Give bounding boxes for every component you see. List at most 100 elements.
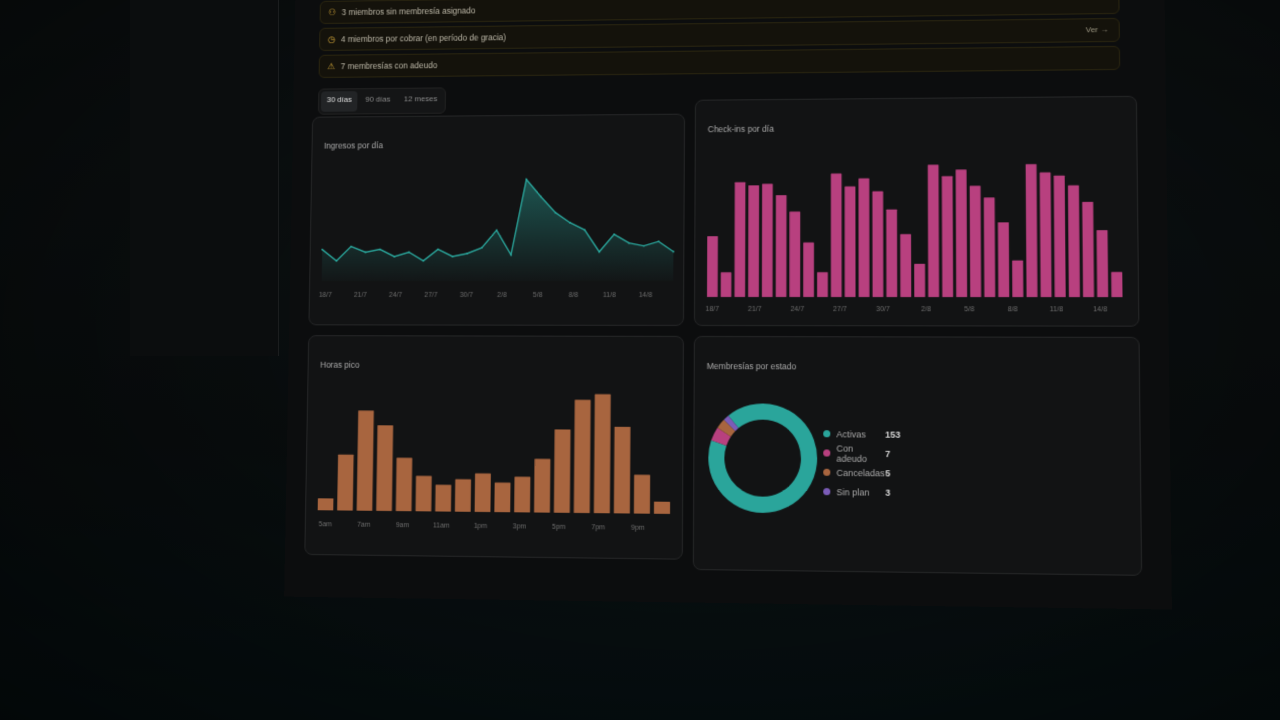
sidebar-panel: [130, 0, 279, 356]
legend-value: 153: [885, 429, 900, 439]
alert-text: 7 membresías con adeudo: [341, 60, 438, 71]
peak-hours-bar: [337, 454, 354, 510]
checkins-bar: [734, 182, 745, 297]
donut-slice: [719, 432, 724, 443]
alert-text: 3 miembros sin membresía asignado: [342, 6, 476, 17]
checkins-bar: [803, 243, 814, 297]
checkins-bar: [956, 169, 968, 297]
tab-30-days[interactable]: 30 días: [321, 91, 358, 112]
users-icon: ⚇: [328, 7, 336, 18]
peak-hours-x-tick: 1pm: [474, 523, 488, 530]
legend-label: Sin plan: [836, 487, 885, 498]
revenue-x-tick: 21/7: [354, 292, 367, 299]
legend-dot: [823, 469, 830, 476]
peak-hours-bar: [494, 482, 510, 512]
revenue-area: [322, 179, 674, 282]
revenue-chart-title: Ingresos por día: [324, 140, 383, 150]
tab-12-months[interactable]: 12 meses: [398, 90, 443, 111]
peak-hours-x-tick: 3pm: [513, 523, 527, 530]
revenue-x-tick: 5/8: [533, 292, 543, 299]
checkins-bar: [900, 234, 911, 297]
legend-dot: [823, 430, 830, 437]
checkins-bar: [707, 236, 718, 297]
alert-debts[interactable]: ⚠ 7 membresías con adeudo: [319, 46, 1121, 78]
checkins-bar: [721, 272, 732, 297]
revenue-point: [598, 251, 600, 253]
peak-hours-x-tick: 5pm: [552, 524, 566, 531]
checkins-x-tick: 14/8: [1093, 306, 1107, 313]
peak-hours-bar: [435, 485, 451, 512]
peak-hours-bar: [554, 429, 571, 512]
checkins-x-tick: 24/7: [790, 306, 804, 313]
alert-text: 4 miembros por cobrar (en período de gra…: [341, 32, 506, 44]
checkins-bar: [970, 186, 981, 297]
checkins-bar: [1068, 185, 1080, 297]
legend-item-no-plan: Sin plan 3: [823, 482, 900, 502]
checkins-x-tick: 8/8: [1008, 306, 1018, 313]
peak-hours-x-tick: 7am: [357, 522, 371, 529]
checkins-x-tick: 11/8: [1050, 306, 1064, 313]
revenue-x-tick: 24/7: [389, 292, 402, 299]
peak-hours-bar: [376, 425, 393, 511]
alert-grace-period[interactable]: ◷ 4 miembros por cobrar (en período de g…: [319, 18, 1120, 51]
checkins-bar: [859, 178, 870, 297]
revenue-point: [628, 242, 630, 244]
legend-dot: [823, 488, 830, 495]
dashboard-screen: ⚇ 3 miembros sin membresía asignado ◷ 4 …: [284, 0, 1172, 610]
checkins-bar: [1097, 230, 1109, 297]
checkins-bar: [748, 185, 759, 297]
revenue-point: [673, 251, 675, 253]
peak-hours-bar: [534, 459, 550, 513]
peak-hours-bar: [634, 475, 650, 514]
legend-label: Con adeudo: [836, 443, 885, 464]
peak-hours-bar: [654, 502, 670, 514]
donut-slice: [730, 422, 734, 426]
checkins-chart-card: Check-ins por día 18/7 21/7 24/7 27/7 30/7 2/…: [694, 96, 1139, 327]
donut-slice: [724, 425, 729, 432]
revenue-x-tick: 27/7: [424, 292, 437, 299]
checkins-x-tick: 18/7: [706, 306, 720, 313]
checkins-bar: [817, 272, 828, 297]
checkins-bar: [762, 184, 773, 297]
clock-icon: ◷: [328, 34, 336, 45]
memberships-chart-card: Membresías por estado Activas 153 Con ad…: [693, 336, 1142, 576]
checkins-bar: [942, 176, 953, 297]
checkins-bar: [1082, 202, 1094, 297]
checkins-bar: [872, 191, 883, 297]
legend-value: 3: [885, 487, 890, 497]
checkins-bar: [914, 264, 925, 297]
checkins-x-tick: 30/7: [876, 306, 890, 313]
peak-hours-bar: [455, 479, 471, 512]
legend-item-active: Activas 153: [823, 424, 900, 444]
tab-90-days[interactable]: 90 días: [359, 91, 396, 112]
peak-hours-chart: 5am 7am 9am 11am 1pm 3pm 5pm 7pm 9pm: [305, 336, 684, 560]
checkins-bar: [1012, 260, 1023, 297]
legend-label: Activas: [836, 429, 885, 439]
checkins-bar: [928, 165, 939, 297]
peak-hours-bar: [514, 477, 530, 513]
revenue-x-tick: 8/8: [569, 292, 579, 299]
checkins-bar: [1054, 176, 1066, 298]
peak-hours-chart-card: Horas pico 5am 7am 9am 11am 1pm 3pm 5pm 7pm 9pm: [304, 335, 684, 560]
peak-hours-x-tick: 5am: [319, 521, 333, 528]
view-link[interactable]: Ver →: [1086, 25, 1109, 34]
revenue-point: [658, 241, 660, 243]
legend-item-debt: Con adeudo 7: [823, 443, 900, 463]
revenue-x-tick: 18/7: [319, 292, 332, 299]
checkins-bar: [1026, 164, 1038, 297]
memberships-chart-title: Membresías por estado: [707, 361, 797, 371]
memberships-donut: [702, 397, 823, 519]
legend-dot: [823, 449, 830, 456]
legend-label: Canceladas: [836, 467, 885, 478]
peak-hours-bar: [416, 476, 432, 512]
peak-hours-x-tick: 9pm: [631, 525, 645, 532]
peak-hours-bar: [357, 410, 374, 510]
peak-hours-bar: [614, 427, 631, 514]
checkins-x-tick: 5/8: [964, 306, 974, 313]
checkins-bar: [886, 209, 897, 297]
checkins-bar: [845, 186, 856, 297]
peak-hours-bar: [594, 394, 611, 513]
peak-hours-x-tick: 11am: [433, 522, 450, 529]
memberships-legend: Activas 153 Con adeudo 7 Canceladas 5 Si…: [823, 424, 900, 502]
checkins-bar: [1040, 172, 1052, 297]
